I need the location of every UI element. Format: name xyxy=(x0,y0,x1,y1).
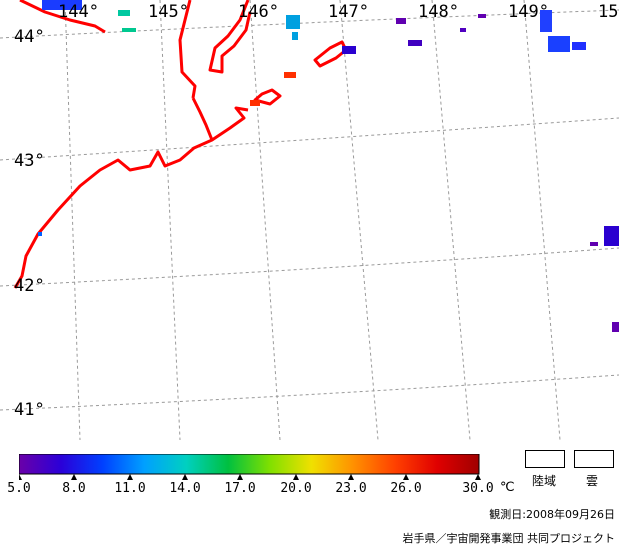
lat-label-44: 44° xyxy=(14,27,45,47)
scale-tick-label: 8.0 xyxy=(62,481,86,496)
scale-tick-mark xyxy=(19,474,22,480)
lon-label-144: 144° xyxy=(58,2,99,22)
land-legend-swatch xyxy=(525,450,565,468)
lat-label-41: 41° xyxy=(14,400,45,420)
scale-tick-label: 23.0 xyxy=(335,481,367,496)
sst-pixels xyxy=(38,0,619,332)
shikotan-island xyxy=(253,88,282,106)
hokkaido-east-coast xyxy=(13,97,214,289)
temperature-colorbar xyxy=(19,454,481,480)
scale-tick-label: 20.0 xyxy=(280,481,312,496)
lon-label-150: 15 xyxy=(598,2,619,22)
nemuro-peninsula xyxy=(211,106,249,142)
lat-label-43: 43° xyxy=(14,151,45,171)
shiretoko-peninsula xyxy=(178,0,197,99)
lon-label-145: 145° xyxy=(148,2,189,22)
temperature-unit: ℃ xyxy=(500,480,515,495)
scale-tick-mark xyxy=(237,474,243,480)
graticule xyxy=(0,0,619,440)
scale-tick-label: 26.0 xyxy=(390,481,422,496)
credit-line: 岩手県／宇宙開発事業団 共同プロジェクト xyxy=(402,532,616,545)
lon-label-149: 149° xyxy=(508,2,549,22)
land-legend-label: 陸域 xyxy=(532,474,557,488)
lon-label-146: 146° xyxy=(238,2,279,22)
lat-label-42: 42° xyxy=(14,276,45,296)
hokkaido-north-coast xyxy=(19,0,106,34)
lon-label-148: 148° xyxy=(418,2,459,22)
scale-tick-label: 17.0 xyxy=(224,481,256,496)
scale-tick-mark xyxy=(348,474,354,480)
scale-tick-label: 14.0 xyxy=(169,481,201,496)
scale-tick-label: 5.0 xyxy=(7,481,31,496)
scale-tick-mark xyxy=(475,474,481,480)
coastline xyxy=(13,0,348,289)
observation-date: 観測日:2008年09月26日 xyxy=(489,508,615,521)
sea-surface-temperature-map xyxy=(0,0,619,440)
scale-tick-label: 30.0 xyxy=(462,481,494,496)
scale-tick-mark xyxy=(403,474,409,480)
scale-tick-mark xyxy=(182,474,188,480)
scale-tick-mark xyxy=(71,474,77,480)
scale-tick-label: 11.0 xyxy=(114,481,146,496)
cloud-legend-swatch xyxy=(574,450,614,468)
scale-tick-mark xyxy=(127,474,133,480)
iturup-island xyxy=(313,40,348,68)
cloud-legend-label: 雲 xyxy=(586,474,599,488)
scale-tick-mark xyxy=(293,474,299,480)
kunashir-island xyxy=(208,0,252,74)
lon-label-147: 147° xyxy=(328,2,369,22)
